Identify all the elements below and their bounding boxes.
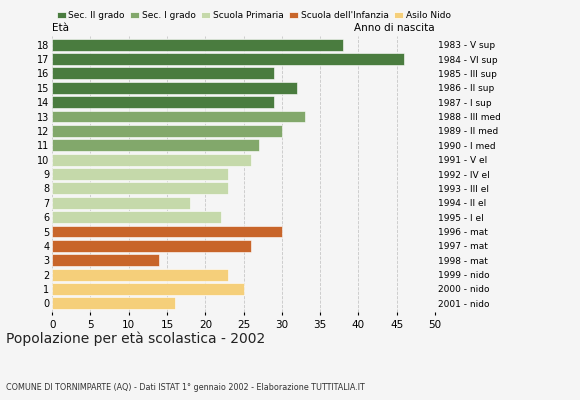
Bar bbox=[52, 68, 274, 79]
Legend: Sec. II grado, Sec. I grado, Scuola Primaria, Scuola dell'Infanzia, Asilo Nido: Sec. II grado, Sec. I grado, Scuola Prim… bbox=[57, 12, 451, 20]
Text: Età: Età bbox=[52, 23, 69, 33]
Bar bbox=[52, 283, 244, 295]
Bar bbox=[52, 82, 297, 94]
Bar bbox=[52, 211, 220, 223]
Bar bbox=[52, 269, 229, 280]
Bar bbox=[52, 154, 251, 166]
Text: Anno di nascita: Anno di nascita bbox=[354, 23, 435, 33]
Text: COMUNE DI TORNIMPARTE (AQ) - Dati ISTAT 1° gennaio 2002 - Elaborazione TUTTITALI: COMUNE DI TORNIMPARTE (AQ) - Dati ISTAT … bbox=[6, 383, 365, 392]
Bar bbox=[52, 254, 160, 266]
Bar bbox=[52, 226, 282, 237]
Bar bbox=[52, 182, 229, 194]
Bar bbox=[52, 53, 404, 65]
Bar bbox=[52, 139, 259, 151]
Bar bbox=[52, 39, 343, 50]
Bar bbox=[52, 298, 175, 309]
Text: Popolazione per età scolastica - 2002: Popolazione per età scolastica - 2002 bbox=[6, 332, 265, 346]
Bar bbox=[52, 111, 305, 122]
Bar bbox=[52, 168, 229, 180]
Bar bbox=[52, 240, 251, 252]
Bar bbox=[52, 197, 190, 209]
Bar bbox=[52, 125, 282, 137]
Bar bbox=[52, 96, 274, 108]
